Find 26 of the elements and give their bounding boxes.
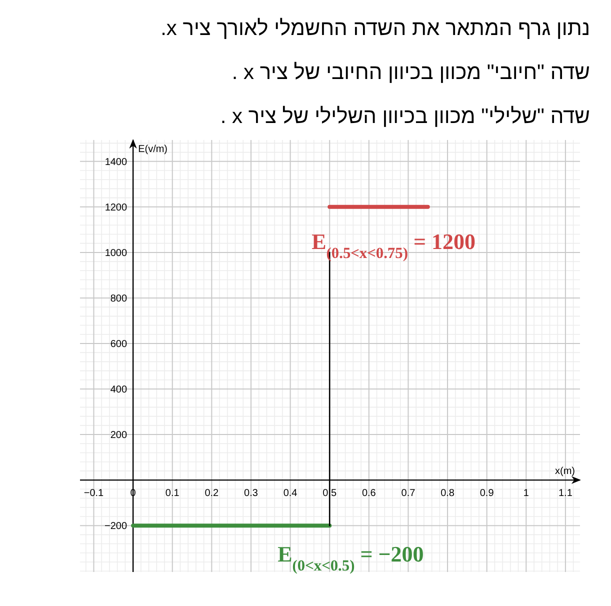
x-tick-label: 0.2 bbox=[204, 488, 220, 500]
y-tick-label: 800 bbox=[110, 293, 128, 304]
text: שדה "שלילי" מכוון בכיוון השלילי של ציר x . bbox=[220, 104, 590, 130]
y-tick-label: 400 bbox=[110, 384, 128, 396]
x-tick-label: −0.1 bbox=[84, 488, 104, 500]
x-tick-label: 0.4 bbox=[283, 488, 298, 500]
annotation: E$_{(0.5<x<0.75)}$ = 1200 bbox=[312, 228, 476, 262]
x-tick-label: 1 bbox=[523, 488, 530, 500]
x-axis-title: x(m) bbox=[555, 466, 575, 478]
annotation: E$_{(0<x<0.5)}$ = −200 bbox=[278, 542, 424, 574]
x-tick-label: 0.3 bbox=[244, 488, 258, 500]
y-tick-label: 600 bbox=[110, 338, 128, 350]
x-tick-label: 0.9 bbox=[480, 488, 494, 500]
x-tick-label: 0.1 bbox=[165, 488, 180, 500]
x-tick-label: 0.6 bbox=[362, 488, 376, 500]
y-tick-label: 1200 bbox=[104, 202, 128, 214]
y-axis-title: E(v/m) bbox=[138, 144, 168, 155]
y-tick-label: −200 bbox=[104, 521, 128, 532]
y-tick-label: 1000 bbox=[104, 248, 128, 259]
y-tick-label: 200 bbox=[110, 430, 128, 442]
y-tick-label: 1400 bbox=[104, 156, 128, 168]
text: שדה "חיובי" מכוון בכיוון החיובי של ציר x . bbox=[232, 60, 590, 86]
x-tick-label: 1.1 bbox=[558, 488, 573, 500]
x-tick-label: 0.8 bbox=[440, 488, 455, 500]
chart-title: נתון גרף המתאר את השדה החשמלי לאורך ציר x. bbox=[160, 16, 590, 42]
x-tick-label: 0.7 bbox=[401, 488, 416, 500]
